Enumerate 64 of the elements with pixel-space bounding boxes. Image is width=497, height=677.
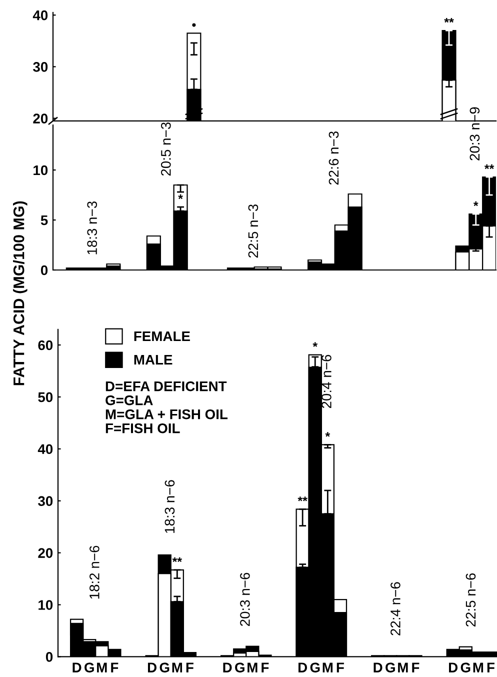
annotation: F=FISH OIL <box>106 423 180 434</box>
annotation: 20:4 n−6 <box>322 354 332 408</box>
x-tick-label: F <box>412 662 420 672</box>
data-label: ** <box>484 164 494 170</box>
x-tick-label: G <box>160 662 170 672</box>
y-tick-label: 10 <box>34 165 48 176</box>
y-tick-label: 20 <box>38 548 53 558</box>
x-tick-label: G <box>235 662 244 672</box>
annotation: G=GLA <box>106 395 153 406</box>
x-tick-label: G <box>310 662 320 672</box>
annotation: 22:4 n−6 <box>390 582 400 636</box>
annotation: 20:3 n−6 <box>240 572 250 626</box>
data-label: ** <box>298 496 308 502</box>
x-tick-label: G <box>84 662 94 672</box>
annotation: 20:3 n−9 <box>470 107 480 160</box>
annotation: 20:5 n−3 <box>161 122 171 176</box>
y-tick-label: 10 <box>38 600 53 610</box>
data-label: ** <box>172 557 182 562</box>
data-label: * <box>312 342 318 347</box>
x-tick-label: D <box>72 662 82 672</box>
y-tick-label: 30 <box>33 62 48 72</box>
x-tick-label: M <box>473 662 484 672</box>
y-tick-label: 0 <box>46 652 53 662</box>
x-tick-label: F <box>186 662 194 672</box>
y-tick-label: 60 <box>38 340 53 350</box>
y-tick-label: 40 <box>32 10 48 20</box>
x-tick-label: G <box>386 662 395 672</box>
y-tick-label: 5 <box>40 215 48 226</box>
annotation: 22:5 n−6 <box>466 573 476 626</box>
y-tick-label: 50 <box>38 392 53 402</box>
y-axis-title: FATTY ACID (MG/100 MG) <box>13 201 28 386</box>
y-tick-label: 30 <box>38 496 53 506</box>
x-tick-label: F <box>336 662 344 672</box>
x-tick-label: M <box>172 662 182 672</box>
x-tick-label: G <box>460 662 470 672</box>
legend-label: FEMALE <box>134 331 190 342</box>
y-tick-label: 0 <box>40 265 48 276</box>
annotation: M=GLA + FISH OIL <box>106 409 228 420</box>
x-tick-label: M <box>398 662 408 672</box>
x-tick-label: F <box>262 662 269 672</box>
x-tick-label: D <box>223 662 232 672</box>
annotation: 18:2 n−6 <box>90 546 100 599</box>
y-tick-label: 40 <box>38 444 53 454</box>
x-tick-label: F <box>487 662 494 672</box>
annotation: 18:3 n−3 <box>87 201 97 254</box>
data-label: * <box>473 201 478 206</box>
data-label: ** <box>444 18 454 23</box>
data-label: • <box>192 23 196 27</box>
x-tick-label: D <box>374 662 382 672</box>
x-tick-label: D <box>298 662 308 672</box>
x-tick-label: D <box>449 662 458 672</box>
x-tick-label: M <box>248 662 258 672</box>
legend-label: MALE <box>134 354 172 364</box>
data-label: * <box>178 194 183 200</box>
x-tick-label: F <box>111 662 118 672</box>
y-tick-label: 20 <box>33 114 48 124</box>
x-tick-label: M <box>97 662 107 672</box>
annotation: 22:5 n−3 <box>248 204 258 258</box>
x-tick-label: M <box>322 662 333 672</box>
data-label: * <box>325 432 330 437</box>
x-tick-label: D <box>148 662 157 672</box>
annotation: 22:6 n−3 <box>328 131 339 185</box>
annotation: 18:3 n−6 <box>164 480 175 533</box>
annotation: D=EFA DEFICIENT <box>106 381 227 392</box>
